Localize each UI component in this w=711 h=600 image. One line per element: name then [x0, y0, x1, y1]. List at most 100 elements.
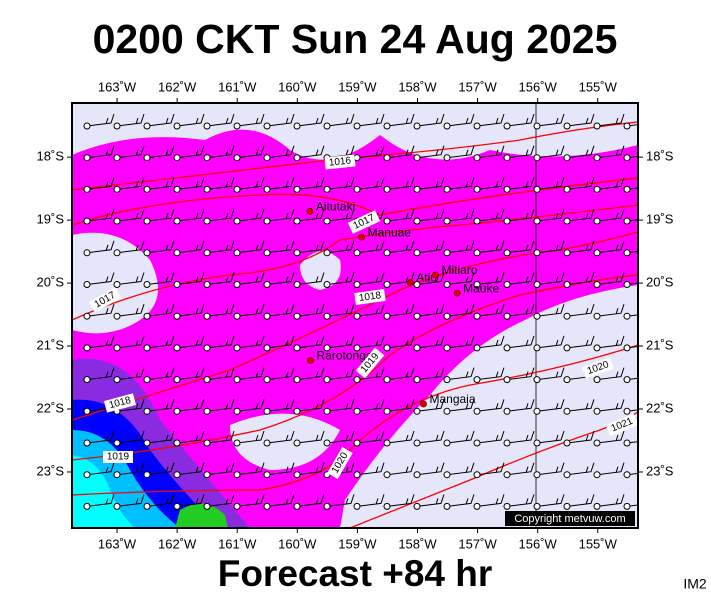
- isobar: [72, 344, 638, 496]
- wind-station: [293, 344, 301, 352]
- wind-station: [383, 312, 391, 320]
- wind-station: [173, 376, 181, 384]
- lat-label: 22˚S: [37, 400, 65, 415]
- wind-station: [173, 312, 181, 320]
- wind-station: [623, 249, 631, 257]
- wind-station: [233, 471, 241, 479]
- wind-station: [173, 439, 181, 447]
- wind-barb: [476, 240, 505, 254]
- wind-barb: [566, 177, 595, 190]
- wind-barb: [296, 335, 325, 349]
- wind-barb: [86, 367, 115, 381]
- wind-barb: [536, 113, 565, 127]
- wind-station: [143, 407, 151, 415]
- wind-barb: [416, 145, 445, 159]
- wind-station: [413, 439, 421, 447]
- wind-station: [113, 439, 121, 447]
- wind-barb: [476, 367, 505, 381]
- wind-barb: [206, 430, 235, 444]
- wind-station: [383, 471, 391, 479]
- wind-station: [533, 376, 541, 384]
- wind-station: [233, 407, 241, 415]
- wind-station: [413, 407, 421, 415]
- wind-barb: [266, 240, 295, 254]
- wind-barb: [266, 430, 295, 444]
- wind-station: [473, 376, 481, 384]
- wind-barb: [416, 240, 445, 254]
- wind-station: [293, 154, 301, 162]
- wind-barb: [146, 113, 175, 127]
- wind-station: [293, 502, 301, 510]
- wind-barb: [116, 335, 145, 349]
- lat-label: 22˚S: [646, 400, 674, 415]
- wind-station: [83, 281, 91, 288]
- wind-station: [323, 376, 331, 384]
- wind-station: [503, 407, 511, 415]
- image-code: IM2: [683, 576, 707, 592]
- lon-label: 158˚W: [398, 79, 437, 94]
- wind-barb: [176, 430, 205, 444]
- wind-barb: [326, 240, 355, 254]
- wind-barb: [626, 219, 638, 222]
- wind-station: [593, 185, 601, 193]
- wind-station: [203, 281, 211, 288]
- wind-station: [83, 154, 91, 162]
- isobar-label: 1016: [328, 155, 352, 168]
- wind-barb: [566, 208, 595, 222]
- wind-station: [593, 122, 601, 130]
- wind-barb: [476, 462, 505, 476]
- wind-barb: [326, 177, 355, 190]
- wind-barb: [296, 399, 325, 412]
- wind-barb: [446, 272, 475, 285]
- wind-barb: [356, 335, 385, 349]
- wind-barb: [176, 304, 205, 317]
- wind-station: [323, 407, 331, 415]
- wind-station: [263, 154, 271, 162]
- wind-station: [383, 249, 391, 257]
- wind-station: [113, 344, 121, 352]
- wind-barb: [446, 145, 475, 159]
- wind-station: [413, 344, 421, 352]
- wind-barb: [236, 430, 265, 444]
- isobar: [72, 274, 638, 461]
- wind-barb: [476, 208, 505, 222]
- wind-barb: [446, 367, 475, 381]
- wind-station: [113, 502, 121, 510]
- wind-barb: [296, 177, 325, 190]
- wind-station: [263, 376, 271, 384]
- wind-station: [143, 471, 151, 479]
- wind-barb: [386, 145, 415, 159]
- wind-barb: [206, 113, 235, 127]
- wind-barb: [506, 113, 535, 127]
- wind-station: [263, 407, 271, 415]
- wind-barb: [296, 462, 325, 476]
- wind-station: [623, 312, 631, 320]
- wind-barb: [476, 145, 505, 159]
- wind-barbs: [83, 113, 638, 510]
- wind-station: [353, 154, 361, 162]
- wind-barb: [356, 272, 385, 285]
- wind-barb: [566, 462, 595, 476]
- wind-barb: [266, 113, 295, 127]
- wind-barb: [236, 367, 265, 381]
- wind-station: [353, 281, 361, 288]
- wind-barb: [116, 399, 145, 412]
- wind-barb: [386, 304, 415, 317]
- lon-label: 155˚W: [579, 536, 618, 551]
- wind-station: [593, 312, 601, 320]
- wind-station: [503, 185, 511, 193]
- wind-barb: [416, 462, 445, 476]
- wind-barb: [566, 240, 595, 254]
- wind-station: [263, 502, 271, 510]
- wind-station: [143, 122, 151, 130]
- wind-station: [623, 407, 631, 415]
- wind-barb: [626, 250, 638, 254]
- wind-barb: [296, 208, 325, 222]
- wind-barb: [356, 177, 385, 190]
- wind-barb: [446, 399, 475, 412]
- wind-station: [533, 122, 541, 130]
- lon-label: 160˚W: [278, 79, 317, 94]
- wind-barb: [176, 113, 205, 127]
- wind-barb: [566, 113, 595, 127]
